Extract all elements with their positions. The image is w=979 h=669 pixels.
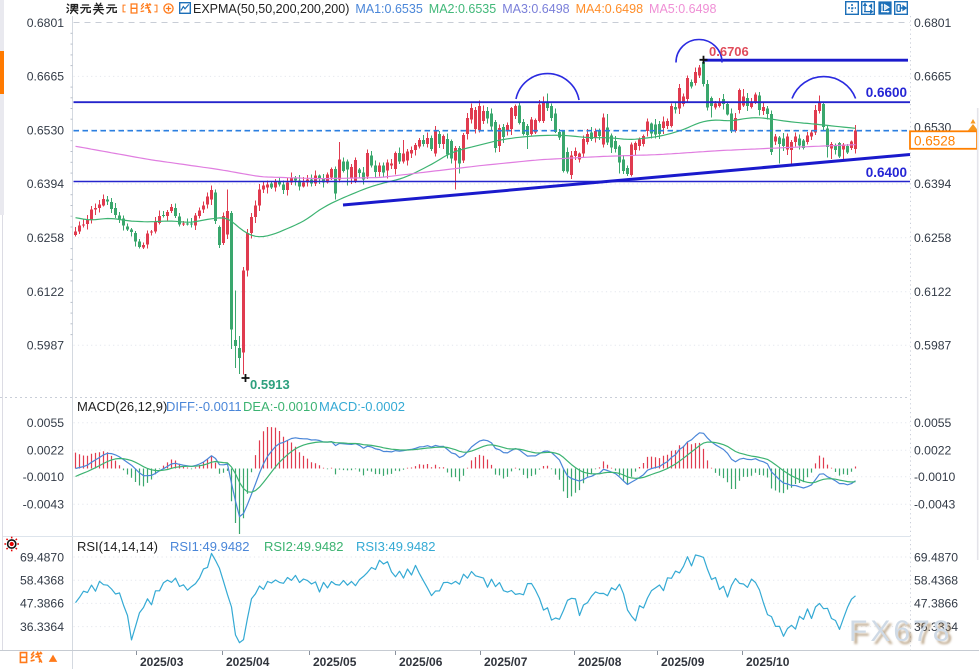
svg-text:0.6530: 0.6530	[27, 123, 64, 137]
svg-text:0.5913: 0.5913	[250, 377, 290, 392]
svg-text:0.6665: 0.6665	[914, 70, 951, 84]
svg-text:MACD(26,12,9): MACD(26,12,9)	[77, 399, 167, 414]
svg-text:DEA:-0.0010: DEA:-0.0010	[243, 399, 317, 414]
svg-text:2025/03: 2025/03	[140, 655, 184, 669]
svg-text:-0.0043: -0.0043	[914, 498, 956, 512]
svg-text:2025/10: 2025/10	[746, 655, 790, 669]
svg-text:0.6394: 0.6394	[914, 177, 951, 191]
svg-text:0.6122: 0.6122	[27, 285, 64, 299]
svg-text:0.6400: 0.6400	[866, 165, 907, 180]
svg-text:2025/08: 2025/08	[578, 655, 622, 669]
svg-text:0.6600: 0.6600	[866, 85, 907, 100]
svg-text:47.3866: 47.3866	[914, 597, 958, 611]
svg-text:69.4870: 69.4870	[20, 550, 64, 564]
svg-text:-0.0010: -0.0010	[914, 470, 956, 484]
svg-text:58.4368: 58.4368	[20, 574, 64, 588]
svg-text:2025/07: 2025/07	[484, 655, 528, 669]
svg-text:-0.0010: -0.0010	[23, 470, 65, 484]
svg-text:0.6122: 0.6122	[914, 285, 951, 299]
svg-text:2025/04: 2025/04	[226, 655, 270, 669]
svg-text:2025/05: 2025/05	[313, 655, 357, 669]
svg-text:0.6665: 0.6665	[27, 70, 64, 84]
svg-text:0.0055: 0.0055	[27, 416, 64, 430]
svg-text:MACD:-0.0002: MACD:-0.0002	[319, 399, 405, 414]
svg-text:69.4870: 69.4870	[914, 550, 958, 564]
svg-text:RSI(14,14,14): RSI(14,14,14)	[77, 539, 158, 554]
svg-text:RSI3:49.9482: RSI3:49.9482	[356, 539, 436, 554]
svg-text:0.0022: 0.0022	[914, 444, 951, 458]
svg-text:0.6258: 0.6258	[27, 231, 64, 245]
svg-text:0.6528: 0.6528	[914, 133, 955, 148]
svg-text:0.5987: 0.5987	[27, 339, 64, 353]
svg-text:DIFF:-0.0011: DIFF:-0.0011	[166, 399, 242, 414]
svg-text:36.3364: 36.3364	[914, 620, 958, 634]
svg-text:0.6394: 0.6394	[27, 177, 64, 191]
svg-text:36.3364: 36.3364	[20, 620, 64, 634]
svg-text:47.3866: 47.3866	[20, 597, 64, 611]
svg-text:0.5987: 0.5987	[914, 339, 951, 353]
svg-text:2025/06: 2025/06	[399, 655, 443, 669]
svg-text:RSI2:49.9482: RSI2:49.9482	[264, 539, 344, 554]
svg-text:2025/09: 2025/09	[661, 655, 705, 669]
svg-text:0.6258: 0.6258	[914, 231, 951, 245]
svg-text:0.6801: 0.6801	[27, 16, 64, 30]
svg-text:-0.0043: -0.0043	[23, 498, 65, 512]
svg-text:0.6706: 0.6706	[709, 44, 749, 59]
svg-text:0.0055: 0.0055	[914, 416, 951, 430]
svg-text:RSI1:49.9482: RSI1:49.9482	[170, 539, 250, 554]
svg-text:58.4368: 58.4368	[914, 574, 958, 588]
svg-text:0.0022: 0.0022	[27, 444, 64, 458]
svg-text:0.6801: 0.6801	[914, 16, 951, 30]
